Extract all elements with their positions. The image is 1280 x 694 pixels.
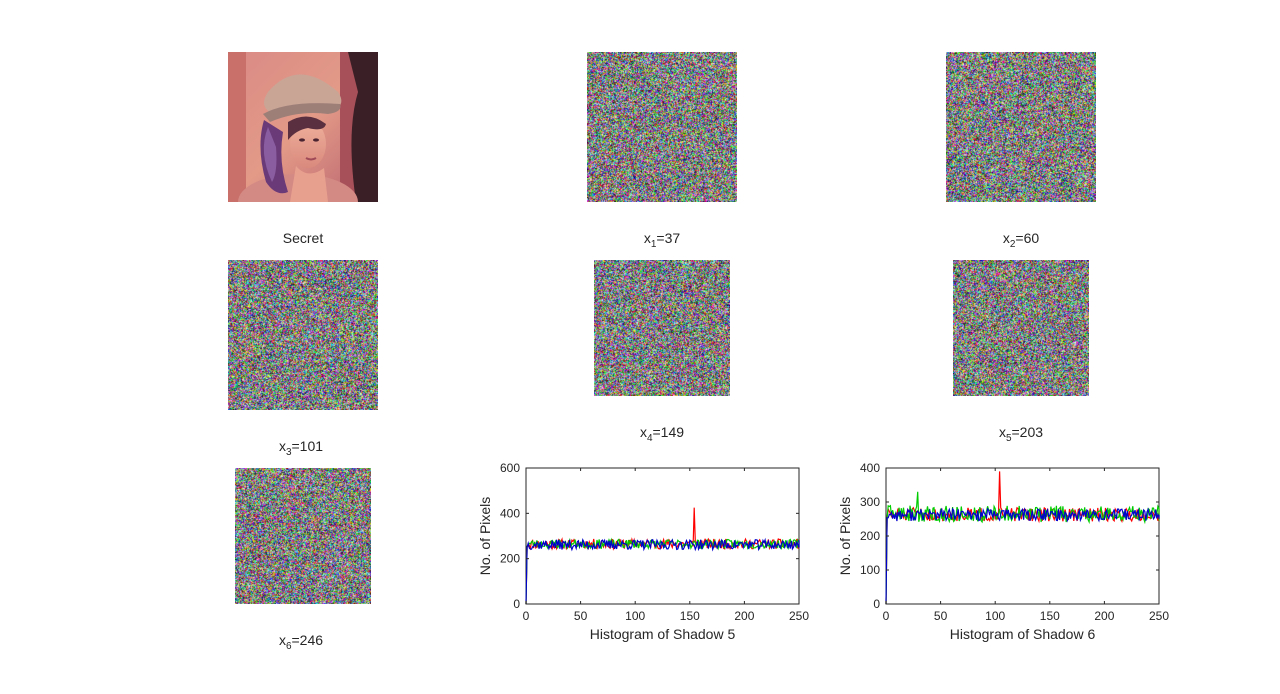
y-axis-label: No. of Pixels	[837, 497, 853, 576]
shadow-2-image	[946, 52, 1096, 202]
x-tick-label: 150	[1040, 609, 1060, 623]
caption-var: x	[640, 424, 647, 440]
shadow-6-image	[235, 468, 371, 604]
caption-var: x	[279, 438, 286, 454]
shadow-6-caption: x6=246	[201, 632, 401, 652]
y-tick-label: 400	[500, 506, 520, 520]
caption-value: =203	[1012, 424, 1044, 440]
shadow-3-image	[228, 260, 378, 410]
x-tick-label: 0	[883, 609, 890, 623]
caption-var: x	[999, 424, 1006, 440]
y-tick-label: 0	[513, 597, 520, 611]
x-tick-label: 250	[789, 609, 809, 623]
y-tick-label: 200	[860, 529, 880, 543]
plot-area	[526, 468, 799, 604]
y-tick-label: 0	[873, 597, 880, 611]
caption-value: =101	[292, 438, 324, 454]
x-tick-label: 100	[625, 609, 645, 623]
caption-var: x	[279, 632, 286, 648]
y-axis-label: No. of Pixels	[477, 497, 493, 576]
x-tick-label: 0	[523, 609, 530, 623]
y-tick-label: 300	[860, 495, 880, 509]
shadow-4-image	[594, 260, 730, 396]
caption-value: =246	[292, 632, 324, 648]
caption-value: =149	[653, 424, 685, 440]
x-tick-label: 100	[985, 609, 1005, 623]
shadow-2-caption: x2=60	[921, 230, 1121, 250]
shadow-1-caption: x1=37	[562, 230, 762, 250]
caption-value: =60	[1015, 230, 1039, 246]
caption-value: =37	[656, 230, 680, 246]
shadow-3-caption: x3=101	[201, 438, 401, 458]
x-tick-label: 250	[1149, 609, 1169, 623]
y-tick-label: 100	[860, 563, 880, 577]
x-tick-label: 200	[1094, 609, 1114, 623]
x-tick-label: 150	[680, 609, 700, 623]
x-axis-label: Histogram of Shadow 5	[590, 626, 736, 642]
plot-area	[886, 468, 1159, 604]
x-tick-label: 50	[574, 609, 588, 623]
shadow-1-image	[587, 52, 737, 202]
secret-image	[228, 52, 378, 202]
secret-image-picture	[228, 52, 378, 202]
y-tick-label: 200	[500, 552, 520, 566]
shadow-5-caption: x5=203	[921, 424, 1121, 444]
caption-var: x	[1003, 230, 1010, 246]
shadow-5-image	[953, 260, 1089, 396]
histogram-shadow-6-chart: 0 50 100 150 200 250 0 100 200 300 400 Histogram of…	[830, 460, 1190, 660]
x-axis-label: Histogram of Shadow 6	[950, 626, 1096, 642]
caption-var: x	[644, 230, 651, 246]
y-tick-label: 400	[860, 461, 880, 475]
shadow-4-caption: x4=149	[562, 424, 762, 444]
y-tick-label: 600	[500, 461, 520, 475]
x-tick-label: 50	[934, 609, 948, 623]
secret-caption: Secret	[203, 230, 403, 246]
x-tick-label: 200	[734, 609, 754, 623]
histogram-shadow-5-chart: 0 50 100 150 200 250 0 200 400 600 Histogram of Sh…	[470, 460, 830, 660]
